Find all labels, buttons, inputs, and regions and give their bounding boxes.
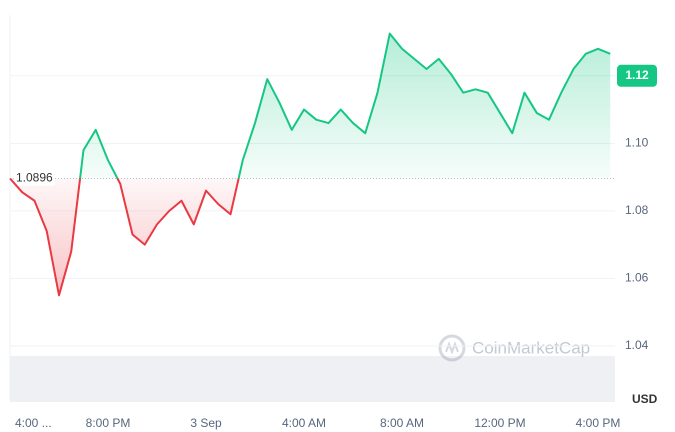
y-tick-label: 1.04 (625, 338, 649, 352)
x-tick-label: 8:00 AM (380, 416, 424, 430)
volume-band (10, 356, 615, 402)
area-fill (10, 33, 611, 296)
x-tick-label: 4:00 ... (15, 416, 52, 430)
baseline-label-bg (14, 169, 56, 186)
baseline-label: 1.0896 (16, 171, 53, 185)
watermark-logo (438, 334, 466, 362)
y-tick-label: 1.08 (625, 203, 649, 217)
y-tick-label: 1.10 (625, 136, 649, 150)
x-tick-label: 8:00 PM (86, 416, 131, 430)
price-badge-label: 1.12 (625, 68, 649, 82)
price-badge (617, 64, 657, 87)
y-unit: USD (632, 392, 658, 406)
watermark: CoinMarketCap (472, 338, 590, 357)
x-tick-label: 4:00 PM (576, 416, 621, 430)
x-tick-label: 12:00 PM (474, 416, 525, 430)
price-line (9, 32, 611, 297)
x-tick-label: 4:00 AM (282, 416, 326, 430)
y-tick-label: 1.06 (625, 271, 649, 285)
x-tick-label: 3 Sep (190, 416, 222, 430)
